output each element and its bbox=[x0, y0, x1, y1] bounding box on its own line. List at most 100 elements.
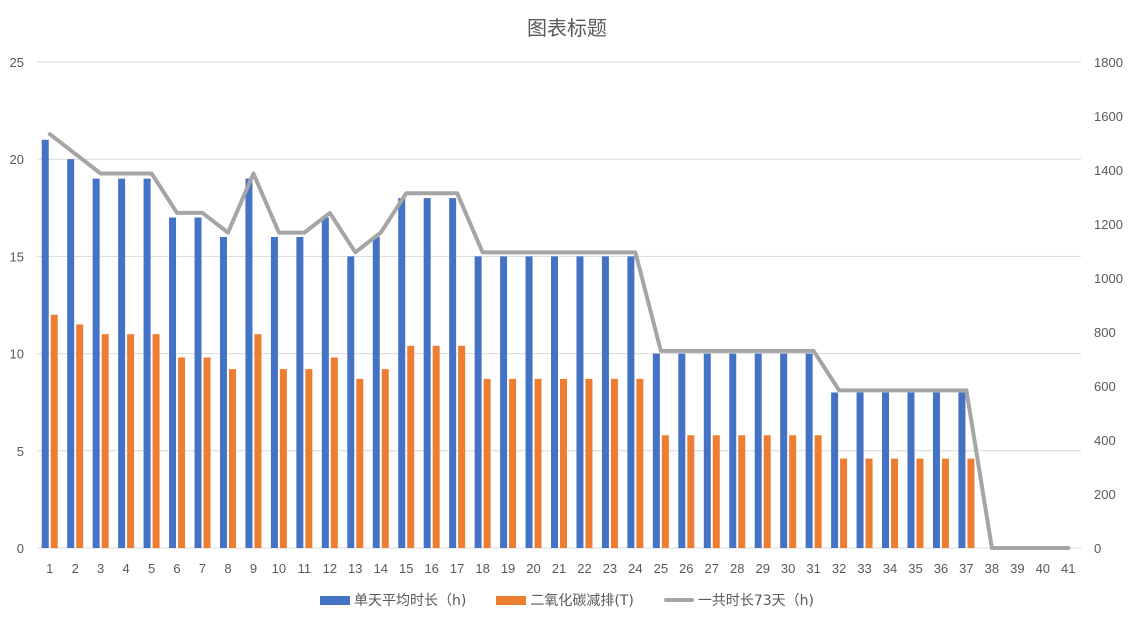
x-axis-tick: 8 bbox=[224, 561, 231, 576]
x-axis-tick: 14 bbox=[374, 561, 388, 576]
x-axis-tick: 9 bbox=[250, 561, 257, 576]
left-axis-tick: 25 bbox=[10, 55, 24, 70]
legend-label: 一共时长73天（h) bbox=[697, 593, 814, 609]
x-axis-tick: 27 bbox=[705, 561, 719, 576]
bar-avg-hours bbox=[474, 256, 482, 548]
x-axis-tick: 33 bbox=[857, 561, 871, 576]
right-axis-tick: 1400 bbox=[1094, 163, 1123, 178]
x-axis-tick: 36 bbox=[934, 561, 948, 576]
bar-co2 bbox=[254, 334, 262, 548]
bar-co2 bbox=[585, 378, 593, 548]
bar-co2 bbox=[228, 369, 236, 548]
right-axis-tick: 800 bbox=[1094, 325, 1116, 340]
bar-avg-hours bbox=[67, 159, 75, 548]
legend-item-avg-hours[interactable]: 单天平均时长（h) bbox=[320, 590, 466, 610]
right-axis-tick: 400 bbox=[1094, 433, 1116, 448]
line-total-hours bbox=[47, 132, 1071, 550]
x-axis-tick: 41 bbox=[1061, 561, 1075, 576]
x-axis-tick: 13 bbox=[348, 561, 362, 576]
bar-avg-hours bbox=[41, 139, 49, 548]
bar-co2 bbox=[661, 435, 669, 548]
x-axis-tick: 38 bbox=[985, 561, 999, 576]
legend-swatch-gray-line bbox=[663, 598, 694, 602]
bar-co2 bbox=[203, 357, 211, 548]
x-axis-tick: 21 bbox=[552, 561, 566, 576]
x-axis-tick: 11 bbox=[298, 561, 312, 576]
left-axis-tick: 15 bbox=[10, 249, 24, 264]
bar-avg-hours bbox=[372, 236, 380, 548]
bar-co2 bbox=[509, 378, 517, 548]
right-axis-tick: 1200 bbox=[1094, 217, 1123, 232]
bar-co2 bbox=[916, 458, 924, 548]
x-axis-tick: 5 bbox=[148, 561, 155, 576]
bar-avg-hours bbox=[551, 256, 558, 548]
x-axis-tick: 4 bbox=[123, 561, 130, 576]
bar-co2 bbox=[636, 378, 644, 548]
bar-avg-hours bbox=[678, 353, 686, 548]
x-axis-tick: 16 bbox=[424, 561, 438, 576]
x-axis-tick: 6 bbox=[173, 561, 180, 576]
bar-co2 bbox=[76, 324, 84, 548]
legend-item-total-hours[interactable]: 一共时长73天（h) bbox=[663, 590, 814, 610]
x-axis-tick: 1 bbox=[46, 561, 53, 576]
bar-avg-hours bbox=[627, 256, 635, 548]
x-axis-tick: 29 bbox=[755, 561, 769, 576]
bar-avg-hours bbox=[932, 392, 940, 548]
x-axis-tick: 35 bbox=[908, 561, 922, 576]
bar-co2 bbox=[534, 378, 542, 548]
left-axis-tick: 0 bbox=[17, 541, 24, 556]
bar-avg-hours bbox=[652, 353, 660, 548]
x-axis-tick: 22 bbox=[577, 561, 591, 576]
bar-avg-hours bbox=[347, 256, 355, 548]
bar-co2 bbox=[178, 357, 186, 548]
bar-avg-hours bbox=[780, 353, 788, 548]
right-axis-tick: 600 bbox=[1094, 379, 1116, 394]
bar-avg-hours bbox=[219, 236, 227, 548]
bar-avg-hours bbox=[143, 178, 151, 548]
right-axis-tick: 1000 bbox=[1094, 271, 1123, 286]
x-axis-tick: 25 bbox=[654, 561, 668, 576]
bar-co2 bbox=[152, 334, 160, 548]
left-axis-tick: 10 bbox=[10, 347, 24, 362]
bar-avg-hours bbox=[754, 353, 762, 548]
bar-avg-hours bbox=[805, 353, 813, 548]
left-axis-tick: 20 bbox=[10, 152, 24, 167]
x-axis-tick: 32 bbox=[832, 561, 846, 576]
legend-label: 二氧化碳减排(T) bbox=[530, 593, 634, 609]
bar-avg-hours bbox=[907, 392, 915, 548]
bar-co2 bbox=[840, 458, 848, 548]
bar-co2 bbox=[50, 314, 58, 548]
right-axis-tick: 1600 bbox=[1094, 109, 1123, 124]
bar-co2 bbox=[814, 435, 822, 548]
bar-avg-hours bbox=[92, 178, 100, 548]
x-axis-tick: 15 bbox=[399, 561, 413, 576]
left-axis-tick: 5 bbox=[17, 444, 24, 459]
bar-avg-hours bbox=[729, 353, 737, 548]
legend-label: 单天平均时长（h) bbox=[354, 593, 467, 609]
bar-co2 bbox=[789, 435, 797, 548]
x-axis-tick: 18 bbox=[475, 561, 489, 576]
bar-avg-hours bbox=[882, 392, 890, 548]
x-axis-tick: 12 bbox=[323, 561, 337, 576]
legend-item-co2[interactable]: 二氧化碳减排(T) bbox=[496, 590, 634, 610]
bar-avg-hours bbox=[856, 392, 864, 548]
right-axis-tick: 200 bbox=[1094, 487, 1116, 502]
bar-avg-hours bbox=[270, 236, 278, 548]
x-axis-tick: 24 bbox=[628, 561, 642, 576]
bar-avg-hours bbox=[831, 392, 839, 548]
plot-area: 0510152025020040060080010001200140016001… bbox=[10, 55, 1123, 576]
x-axis-tick: 26 bbox=[679, 561, 693, 576]
x-axis-tick: 2 bbox=[72, 561, 79, 576]
x-axis-tick: 19 bbox=[501, 561, 515, 576]
bar-avg-hours bbox=[169, 217, 177, 548]
right-axis-tick: 1800 bbox=[1094, 55, 1123, 70]
bar-avg-hours bbox=[398, 198, 406, 548]
bar-avg-hours bbox=[423, 198, 431, 548]
x-axis-tick: 10 bbox=[272, 561, 286, 576]
x-axis-tick: 28 bbox=[730, 561, 744, 576]
x-axis-tick: 7 bbox=[199, 561, 206, 576]
bar-avg-hours bbox=[601, 256, 609, 548]
bar-avg-hours bbox=[245, 178, 253, 548]
bar-co2 bbox=[967, 458, 975, 548]
